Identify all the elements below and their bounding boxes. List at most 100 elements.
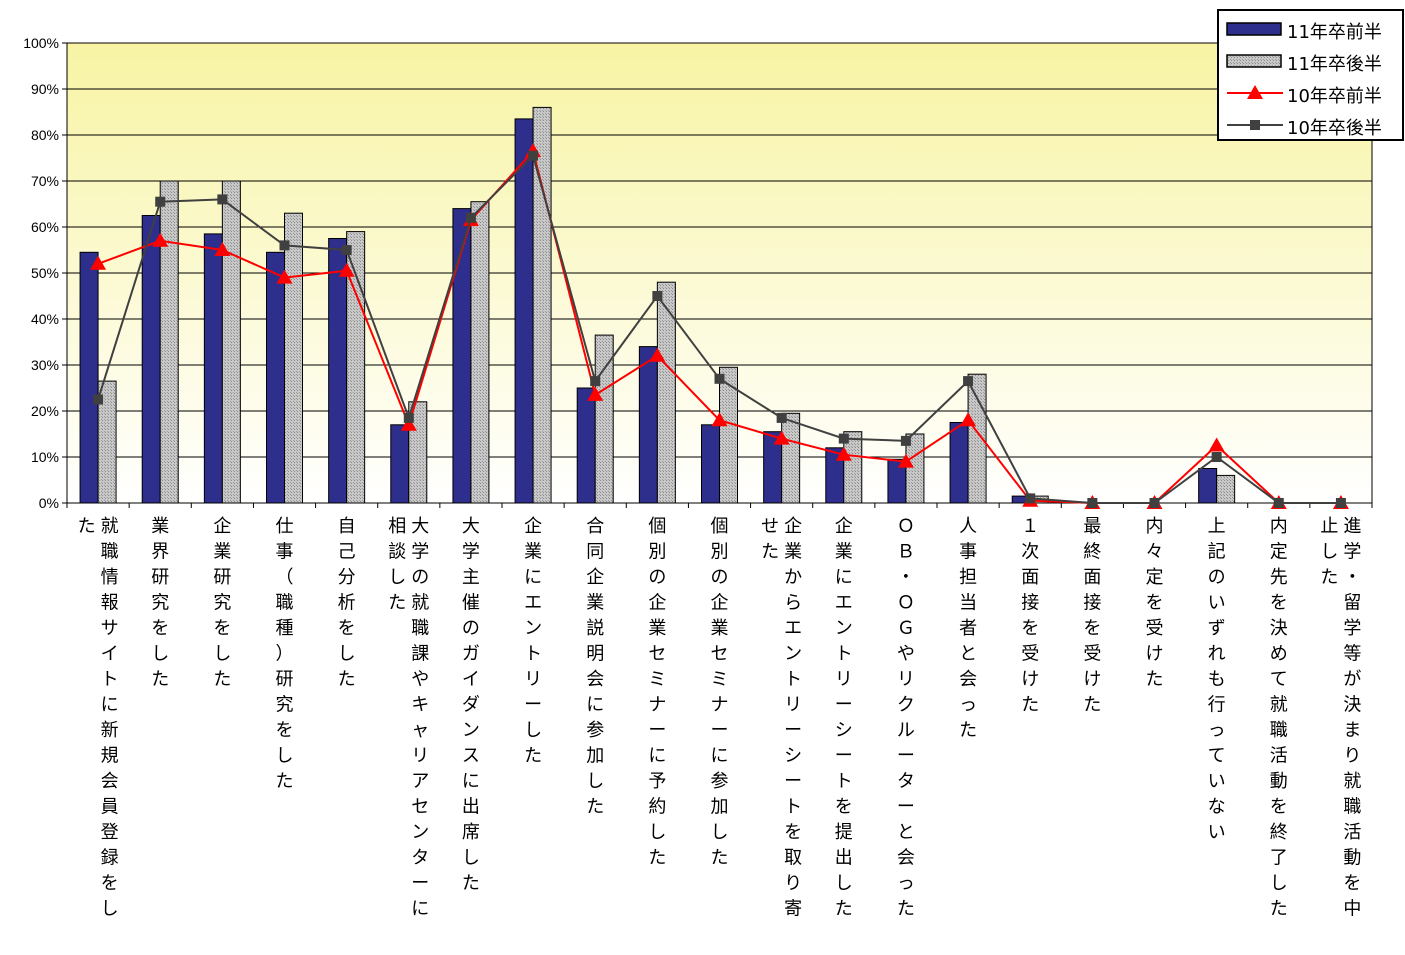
x-category-label: 最終面接を受けた bbox=[1083, 516, 1101, 716]
x-category-label: 個別の企業セミナーに参加した bbox=[711, 516, 729, 869]
x-category-label-column: 合同企業説明会に参加した bbox=[586, 516, 604, 818]
x-category-label: ＯＢ・ＯＧやリクルーターと会った bbox=[897, 516, 915, 920]
x-category-label-column: 企業にエントリーシートを提出した bbox=[835, 516, 853, 920]
x-category-label: 内定先を決めて就職活動を終了した bbox=[1270, 516, 1288, 920]
point-marker bbox=[1211, 452, 1222, 462]
point-marker bbox=[1273, 498, 1284, 508]
point-marker bbox=[217, 194, 228, 205]
y-tick-label: 100% bbox=[23, 35, 59, 51]
point-marker bbox=[963, 376, 974, 387]
point-marker bbox=[528, 150, 539, 161]
point-marker bbox=[1087, 498, 1098, 508]
x-category-label: 上記のいずれも行っていない bbox=[1208, 516, 1226, 843]
point-marker bbox=[838, 433, 849, 444]
legend-line-swatch-red-triangle bbox=[1227, 85, 1283, 99]
bar bbox=[719, 366, 738, 504]
x-category-label-column: 仕事（職種）研究をした bbox=[276, 516, 294, 792]
x-category-label-column: 上記のいずれも行っていない bbox=[1208, 516, 1226, 843]
x-category-label-column: 企業からエントリーシートを取り寄 bbox=[784, 516, 802, 920]
legend-line-swatch-dark-square bbox=[1227, 120, 1283, 130]
point-marker bbox=[1149, 498, 1160, 508]
point-marker bbox=[400, 416, 417, 431]
point-marker bbox=[587, 386, 604, 401]
x-category-label-column: 大学の就職課やキャリアセンターに bbox=[411, 516, 429, 920]
bar bbox=[701, 424, 720, 504]
x-category-label: 自己分析をした bbox=[338, 516, 356, 690]
x-category-label: 人事担当者と会った bbox=[959, 516, 977, 741]
legend-item-11-second-half: 11年卒後半 bbox=[1221, 45, 1404, 77]
x-category-label-column: 止した bbox=[1320, 516, 1338, 588]
point-marker bbox=[155, 196, 166, 207]
bar bbox=[1216, 474, 1236, 504]
x-category-label-column: 業界研究をした bbox=[151, 516, 169, 690]
bar bbox=[284, 212, 303, 504]
point-marker bbox=[279, 240, 290, 251]
bar bbox=[141, 215, 161, 504]
point-marker bbox=[1025, 493, 1036, 504]
x-category-label: 企業にエントリーシートを提出した bbox=[835, 516, 853, 920]
point-marker bbox=[152, 232, 169, 247]
legend-bar-swatch-blue bbox=[1226, 22, 1282, 36]
x-category-label-column: 大学主催のガイダンスに出席した bbox=[462, 516, 480, 894]
legend-label: 11年卒前半 bbox=[1287, 22, 1382, 43]
x-category-label-column: 企業にエントリーした bbox=[524, 516, 542, 767]
x-category-label: 業界研究をした bbox=[151, 516, 169, 690]
x-category-label-column: た bbox=[78, 516, 96, 537]
bar bbox=[638, 346, 658, 504]
y-tick-label: 20% bbox=[31, 403, 59, 419]
x-category-label: １次面接を受けた bbox=[1021, 516, 1039, 716]
x-category-label: 仕事（職種）研究をした bbox=[276, 516, 294, 792]
bar bbox=[949, 422, 969, 504]
point-marker bbox=[897, 453, 914, 468]
x-category-label-column: 人事担当者と会った bbox=[959, 516, 977, 741]
point-marker bbox=[590, 376, 601, 387]
y-tick-label: 70% bbox=[31, 173, 59, 189]
x-category-label: 内々定を受けた bbox=[1146, 516, 1164, 690]
point-marker bbox=[711, 412, 728, 427]
point-marker bbox=[276, 269, 293, 284]
point-marker bbox=[900, 435, 911, 446]
bar bbox=[266, 251, 285, 504]
legend-label: 11年卒後半 bbox=[1287, 54, 1382, 75]
point-marker bbox=[835, 446, 852, 461]
point-marker bbox=[214, 242, 231, 256]
bar bbox=[390, 424, 410, 504]
bar bbox=[203, 233, 223, 504]
legend-item-10-first-half: 10年卒前半 bbox=[1221, 77, 1404, 109]
y-tick-label: 0% bbox=[39, 495, 59, 511]
point-marker bbox=[341, 245, 352, 255]
bar bbox=[656, 281, 676, 504]
x-category-label: 大学主催のガイダンスに出席した bbox=[462, 516, 480, 894]
x-category-label-column: 個別の企業セミナーに予約した bbox=[648, 516, 666, 869]
x-category-label: 合同企業説明会に参加した bbox=[586, 516, 604, 818]
point-marker bbox=[649, 347, 666, 362]
bar bbox=[346, 231, 366, 504]
point-marker bbox=[776, 412, 787, 423]
y-tick-label: 90% bbox=[31, 81, 59, 97]
point-marker bbox=[960, 412, 977, 427]
bar bbox=[1198, 468, 1218, 504]
point-marker bbox=[403, 412, 414, 423]
x-category-label-column: ＯＢ・ＯＧやリクルーターと会った bbox=[897, 516, 915, 920]
x-category-label: 企業研究をした bbox=[213, 516, 231, 690]
bar bbox=[576, 387, 596, 504]
y-tick-label: 30% bbox=[31, 357, 59, 373]
x-category-label-column: 進学・留学等が決まり就職活動を中 bbox=[1343, 516, 1361, 920]
y-tick-label: 60% bbox=[31, 219, 59, 235]
x-category-label-column: 内々定を受けた bbox=[1146, 516, 1164, 690]
x-category-label-column: 個別の企業セミナーに参加した bbox=[711, 516, 729, 869]
x-category-label: 企業にエントリーした bbox=[524, 516, 542, 767]
bar bbox=[843, 431, 863, 504]
x-category-label-column: せた bbox=[761, 516, 779, 563]
y-tick-label: 80% bbox=[31, 127, 59, 143]
x-category-label-column: 相談した bbox=[388, 516, 406, 614]
x-category-label-column: １次面接を受けた bbox=[1021, 516, 1039, 716]
legend-label: 10年卒前半 bbox=[1287, 86, 1382, 107]
legend: 11年卒前半 11年卒後半 10年卒前半 10年卒後半 bbox=[1217, 9, 1404, 141]
legend-item-11-first-half: 11年卒前半 bbox=[1221, 13, 1404, 45]
